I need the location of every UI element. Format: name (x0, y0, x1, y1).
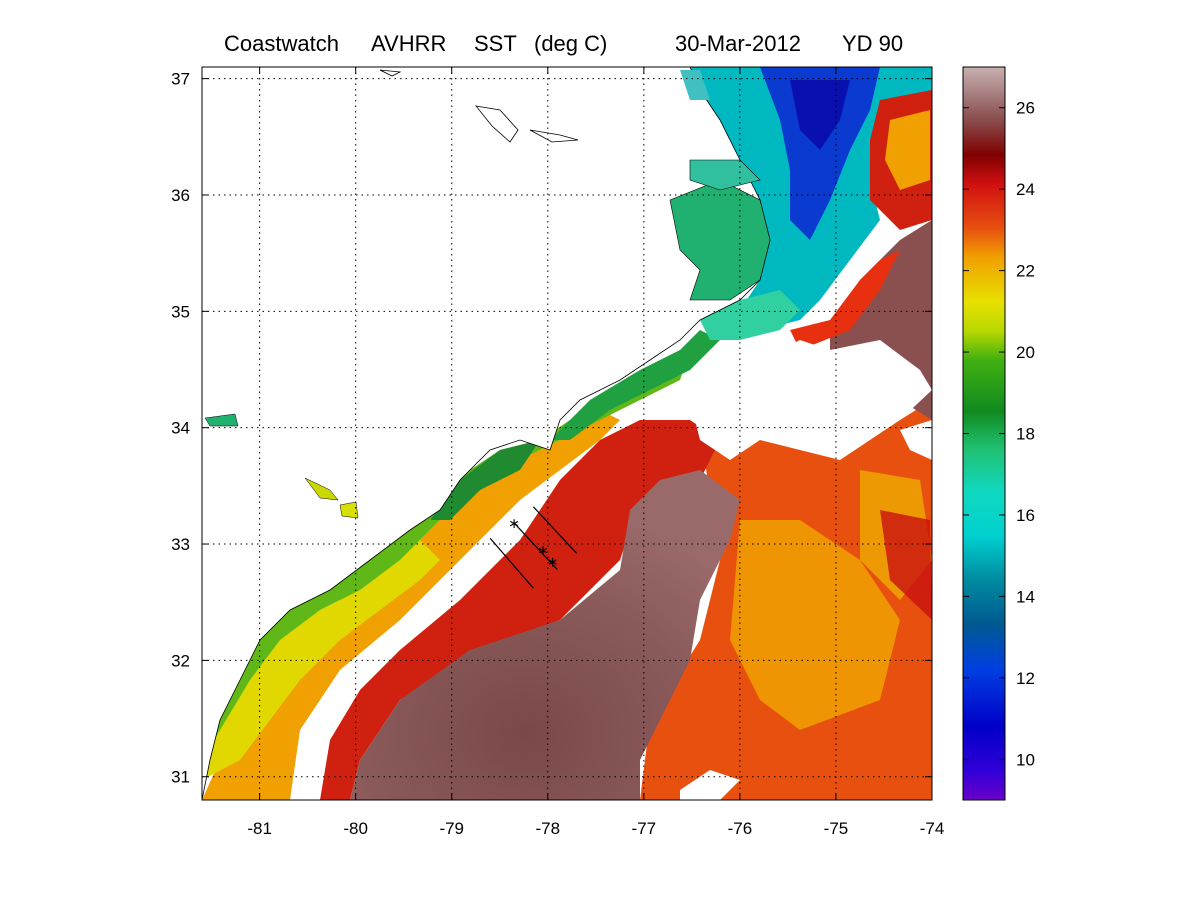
inland-outline-2 (529, 129, 579, 143)
colorbar-tick-label: 20 (1016, 343, 1035, 362)
shelf-orange-band (202, 410, 620, 800)
inland-outline-3 (379, 69, 402, 77)
cold-core-deep (790, 80, 850, 150)
gulf-stream-core (350, 470, 740, 800)
cloud-mask-east (900, 420, 932, 460)
station-marker: ∗ (508, 516, 520, 532)
cloud-mask-south (680, 770, 740, 800)
x-tick-label: -79 (439, 819, 464, 838)
offshore-yellow-patches (730, 520, 900, 730)
station-marker: ∗ (537, 543, 549, 559)
nearshore-dark-green (430, 440, 540, 520)
sst-map-panel (202, 67, 932, 800)
x-axis: -81 -80 -79 -78 -77 -76 -75 -74 (247, 67, 944, 838)
y-tick-label: 34 (171, 419, 190, 438)
colorbar-ticks: 10 12 14 16 18 20 22 24 26 (963, 99, 1035, 769)
inland-lake-3 (339, 501, 359, 519)
colorbar: 10 12 14 16 18 20 22 24 26 (962, 66, 1035, 801)
colorbar-tick-label: 10 (1016, 750, 1035, 769)
offshore-red-core (880, 510, 932, 620)
colorbar-tick-label: 16 (1016, 506, 1035, 525)
x-tick-label: -74 (920, 819, 945, 838)
warm-eddy-ring (885, 110, 930, 190)
x-tick-label: -81 (247, 819, 272, 838)
cold-core-blue (760, 67, 880, 240)
albemarle-sound (689, 159, 761, 191)
shelf-warm-ne (790, 250, 900, 350)
colorbar-tick-label: 24 (1016, 180, 1035, 199)
y-tick-label: 36 (171, 186, 190, 205)
inland-outline-1 (475, 105, 519, 143)
title-source: Coastwatch (224, 31, 339, 56)
inland-lake-1 (204, 413, 239, 427)
chesapeake-mouth (680, 70, 710, 100)
colorbar-tick-label: 22 (1016, 262, 1035, 281)
colorbar-tick-label: 14 (1016, 587, 1035, 606)
colorbar-tick-label: 18 (1016, 425, 1035, 444)
transect-line (532, 506, 578, 554)
title-yearday: YD 90 (842, 31, 903, 56)
land-mass (202, 67, 771, 800)
title-sensor: AVHRR (371, 31, 446, 56)
station-marker: ∗ (547, 554, 559, 570)
onslow-bay-green (550, 330, 720, 440)
title-date: 30-Mar-2012 (675, 31, 801, 56)
transect-lines (489, 506, 578, 589)
cloud-mask-central (690, 340, 932, 460)
map-frame (201, 66, 933, 801)
transect-line (489, 537, 534, 589)
y-tick-label: 35 (171, 302, 190, 321)
shelf-yellow-band (202, 540, 440, 780)
title-units: (deg C) (534, 31, 607, 56)
station-markers: ∗∗∗ (508, 516, 558, 570)
y-tick-label: 33 (171, 535, 190, 554)
colorbar-tick-label: 26 (1016, 99, 1035, 118)
inland-lake-2 (304, 477, 339, 501)
x-tick-label: -78 (536, 819, 561, 838)
shelf-red-band (202, 420, 720, 800)
y-tick-label: 32 (171, 651, 190, 670)
transect-line (513, 522, 558, 571)
x-tick-label: -76 (728, 819, 753, 838)
x-tick-label: -80 (343, 819, 368, 838)
colorbar-gradient (962, 66, 1006, 801)
y-tick-label: 37 (171, 70, 190, 89)
y-axis: 31 32 33 34 35 36 37 (171, 70, 932, 787)
y-tick-label: 31 (171, 768, 190, 787)
pamlico-sound (669, 179, 771, 301)
chart-title: Coastwatch AVHRR SST (deg C) 30-Mar-2012… (224, 31, 903, 56)
colorbar-tick-label: 12 (1016, 669, 1035, 688)
cold-teal-shelf (700, 290, 800, 340)
x-tick-label: -77 (632, 819, 657, 838)
title-product: SST (474, 31, 517, 56)
x-tick-label: -75 (824, 819, 849, 838)
map-grid (202, 67, 932, 800)
